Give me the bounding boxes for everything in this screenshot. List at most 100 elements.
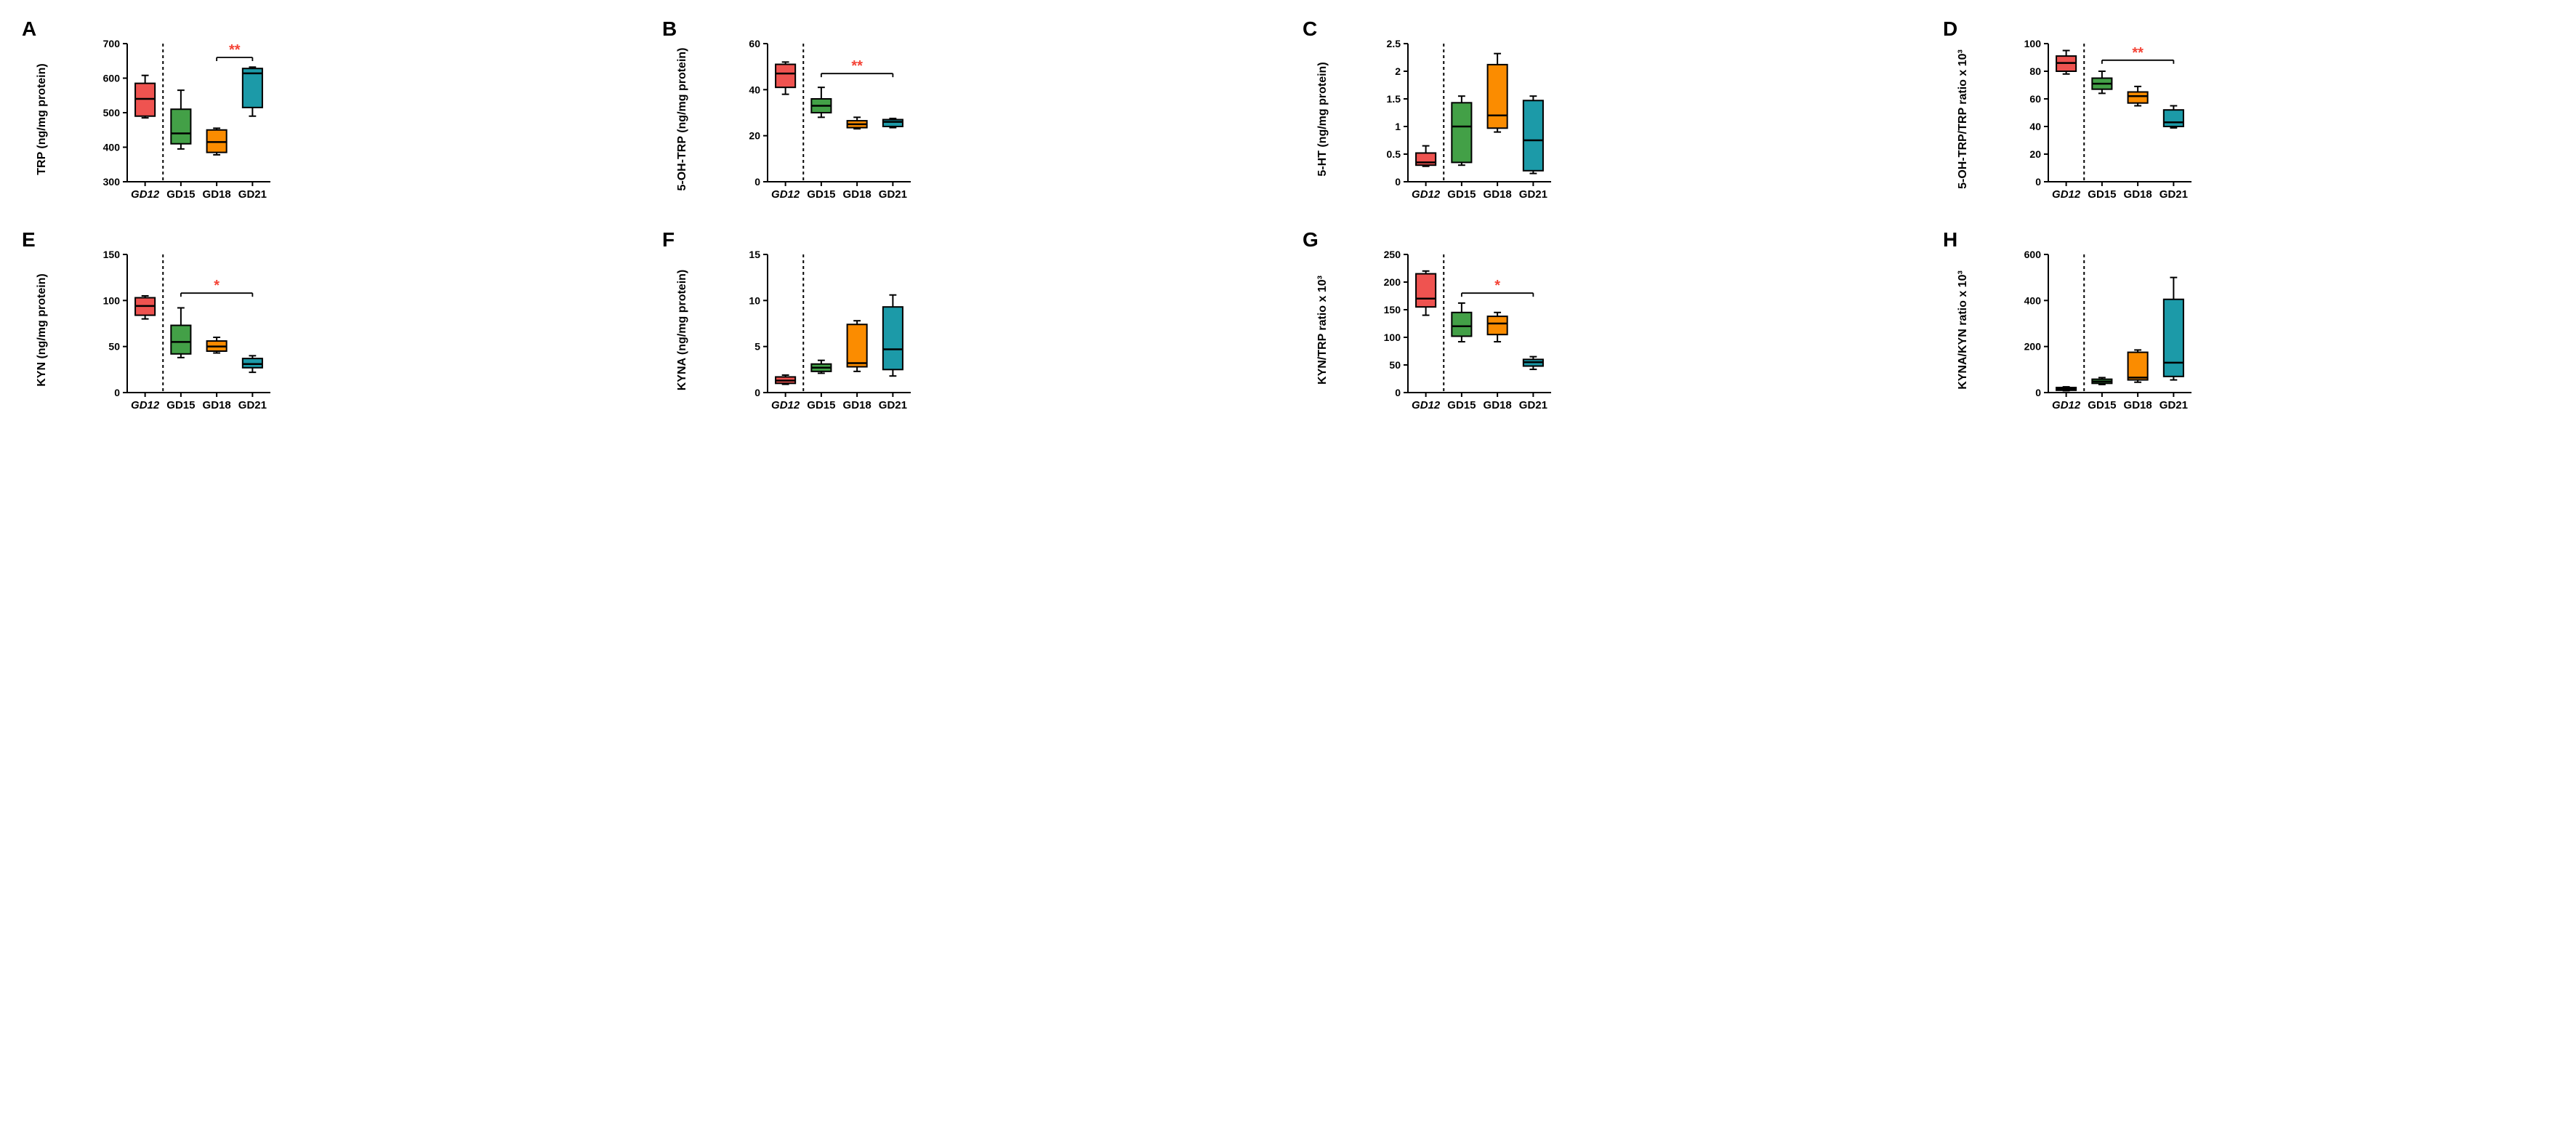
boxplot-svg: 020406080100GD12GD15GD18GD21**	[2008, 36, 2197, 204]
box-GD21	[1524, 100, 1543, 171]
y-tick-label: 2	[1395, 65, 1401, 77]
y-tick-label: 5	[754, 341, 760, 353]
y-tick-label: 150	[103, 249, 121, 260]
boxplot-svg: 300400500600700GD12GD15GD18GD21**	[87, 36, 276, 204]
significance-marker: *	[214, 278, 220, 294]
y-tick-label: 100	[2024, 38, 2042, 49]
boxplot-svg: 051015GD12GD15GD18GD21	[728, 247, 917, 414]
y-tick-label: 700	[103, 38, 121, 49]
x-category-label: GD18	[2124, 399, 2152, 411]
boxplot-svg: 050100150GD12GD15GD18GD21*	[87, 247, 276, 414]
y-axis-label: 5-OH-TRP (ng/mg protein)	[676, 47, 689, 190]
panel-letter: H	[1943, 228, 1957, 252]
y-tick-label: 40	[2029, 121, 2041, 132]
y-tick-label: 0	[1395, 387, 1401, 398]
panel-letter: B	[662, 17, 677, 41]
x-category-label: GD18	[2124, 188, 2152, 201]
plot-area: 050100150GD12GD15GD18GD21*	[87, 247, 633, 414]
y-tick-label: 250	[1384, 249, 1401, 260]
box-GD21	[243, 68, 262, 108]
x-category-label: GD12	[1412, 399, 1441, 411]
x-category-label: GD15	[1447, 188, 1476, 201]
panel-F: FKYNA (ng/mg protein)051015GD12GD15GD18G…	[662, 233, 1273, 414]
plot-area: 300400500600700GD12GD15GD18GD21**	[87, 36, 633, 204]
x-category-label: GD12	[1412, 188, 1441, 201]
y-tick-label: 20	[2029, 148, 2041, 160]
y-axis-label: TRP (ng/mg protein)	[36, 63, 49, 174]
plot-area: 0 200 400 600 GD12 GD15 GD18 GD21	[2008, 247, 2554, 414]
x-category-label: GD15	[1447, 399, 1476, 411]
plot-area: 0204060GD12GD15GD18GD21**	[728, 36, 1273, 204]
panel-D: D5-OH-TRP/TRP ratio x 10³020406080100GD1…	[1943, 22, 2554, 204]
y-tick-label: 0.5	[1387, 148, 1401, 160]
y-tick-label: 10	[749, 294, 760, 306]
y-axis-label: KYN (ng/mg protein)	[36, 273, 49, 387]
y-tick-label: 2.5	[1387, 38, 1401, 49]
y-tick-label: 200	[2024, 341, 2042, 353]
x-category-label: GD21	[1519, 399, 1547, 411]
box-GD21	[2164, 300, 2183, 377]
y-tick-label: 0	[754, 176, 760, 188]
x-category-label: GD15	[166, 188, 195, 201]
y-tick-label: 0	[754, 387, 760, 398]
y-tick-label: 0	[1395, 176, 1401, 188]
y-tick-label: 100	[103, 294, 121, 306]
x-category-label: GD12	[2052, 399, 2081, 411]
plot-area: 050100150200250GD12GD15GD18GD21*	[1368, 247, 1914, 414]
y-tick-label: 50	[108, 341, 120, 353]
box-GD12	[1416, 274, 1436, 308]
y-axis-label: KYNA (ng/mg protein)	[676, 270, 689, 391]
x-category-label: GD21	[2160, 399, 2188, 411]
y-tick-label: 20	[749, 130, 760, 142]
box-GD18	[1488, 316, 1508, 334]
box-GD18	[1488, 65, 1508, 128]
y-tick-label: 1.5	[1387, 93, 1401, 105]
x-category-label: GD18	[203, 399, 231, 411]
x-category-label: GD18	[843, 188, 872, 201]
y-tick-label: 40	[749, 84, 760, 95]
y-axis-label: KYNA/KYN ratio x 10³	[1957, 270, 1970, 390]
y-tick-label: 60	[2029, 93, 2041, 105]
x-category-label: GD12	[771, 188, 800, 201]
y-tick-label: 600	[2024, 249, 2042, 260]
y-tick-label: 0	[2035, 387, 2041, 398]
x-category-label: GD12	[131, 399, 160, 411]
significance-marker: **	[229, 42, 241, 58]
box-GD12	[776, 65, 795, 88]
significance-marker: *	[1494, 278, 1500, 294]
plot-area: 00.511.522.5GD12GD15GD18GD21	[1368, 36, 1914, 204]
x-category-label: GD15	[2088, 399, 2116, 411]
box-GD15	[1452, 313, 1471, 337]
box-GD18	[2128, 353, 2148, 380]
panel-A: ATRP (ng/mg protein)300400500600700GD12G…	[22, 22, 633, 204]
y-tick-label: 80	[2029, 65, 2041, 77]
y-tick-label: 50	[1389, 359, 1401, 371]
x-category-label: GD21	[879, 188, 907, 201]
box-GD15	[1452, 103, 1471, 162]
significance-marker: **	[851, 58, 863, 74]
x-category-label: GD15	[807, 399, 835, 411]
plot-area: 020406080100GD12GD15GD18GD21**	[2008, 36, 2554, 204]
y-tick-label: 15	[749, 249, 760, 260]
panel-letter: D	[1943, 17, 1957, 41]
x-category-label: GD18	[1484, 188, 1512, 201]
panel-H: HKYNA/KYN ratio x 10³0200400600GD12GD15G…	[1943, 233, 2554, 414]
x-category-label: GD18	[203, 188, 231, 201]
y-tick-label: 60	[749, 38, 760, 49]
y-tick-label: 500	[103, 107, 121, 118]
x-category-label: GD15	[166, 399, 195, 411]
y-tick-label: 300	[103, 176, 121, 188]
x-category-label: GD18	[1484, 399, 1512, 411]
y-tick-label: 1	[1395, 121, 1401, 132]
x-category-label: GD12	[131, 188, 160, 201]
box-GD21	[883, 120, 903, 127]
y-tick-label: 600	[103, 73, 121, 84]
box-GD12	[1416, 153, 1436, 165]
y-tick-label: 400	[2024, 294, 2042, 306]
panel-C: C5-HT (ng/mg protein)00.511.522.5GD12GD1…	[1303, 22, 1914, 204]
panel-letter: G	[1303, 228, 1319, 252]
boxplot-svg: 050100150200250GD12GD15GD18GD21*	[1368, 247, 1557, 414]
panel-letter: E	[22, 228, 36, 252]
panel-grid: ATRP (ng/mg protein)300400500600700GD12G…	[22, 22, 2554, 414]
boxplot-svg: 00.511.522.5GD12GD15GD18GD21	[1368, 36, 1557, 204]
